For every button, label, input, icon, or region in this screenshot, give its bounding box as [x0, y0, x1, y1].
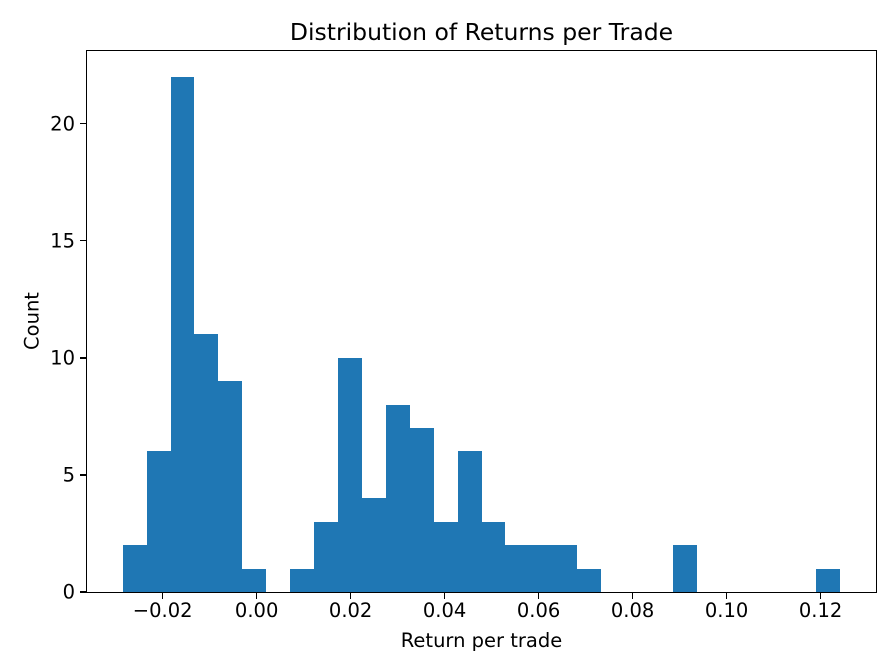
- y-tick-label: 20: [50, 111, 75, 135]
- chart-title: Distribution of Returns per Trade: [289, 18, 674, 46]
- histogram-bar: [482, 521, 505, 592]
- histogram-bar: [386, 404, 410, 592]
- bars-layer: [87, 51, 876, 592]
- x-tick-mark: [725, 592, 728, 599]
- histogram-bar: [290, 568, 314, 592]
- plot-area: −0.02 0.00 0.02 0.04 0.06 0.08 0.10 0.12 0 5 10 15 2…: [50, 49, 877, 620]
- histogram-bar: [147, 451, 171, 592]
- y-tick-mark: [80, 122, 87, 125]
- y-tick-mark: [80, 474, 87, 476]
- histogram-bar: [314, 521, 338, 592]
- histogram-bar: [338, 357, 362, 592]
- y-tick-mark: [80, 239, 87, 242]
- y-tick-label: 5: [62, 463, 75, 487]
- histogram-bar: [505, 545, 529, 592]
- y-tick-mark: [80, 357, 87, 359]
- x-tick-label: 0.10: [704, 599, 749, 622]
- histogram-bar: [458, 451, 482, 592]
- y-tick-label: 0: [62, 580, 75, 604]
- histogram-bar: [816, 568, 840, 592]
- histogram-bar: [123, 545, 147, 592]
- y-tick-label: 15: [50, 228, 75, 252]
- histogram-bar: [577, 568, 601, 592]
- x-tick-label: 0.12: [798, 599, 843, 622]
- x-tick-label: 0.04: [422, 599, 467, 622]
- histogram-bar: [410, 428, 434, 592]
- x-axis-label: Return per trade: [400, 629, 563, 652]
- x-tick-mark: [349, 592, 352, 599]
- y-axis-label: Count: [20, 292, 44, 350]
- x-tick-mark: [537, 592, 540, 599]
- histogram-bar: [194, 334, 218, 592]
- histogram-bar: [242, 568, 266, 592]
- y-tick-mark: [80, 591, 87, 593]
- histogram-bar: [673, 545, 697, 592]
- histogram-bar: [218, 381, 242, 592]
- histogram-bar: [171, 76, 194, 592]
- x-tick-mark: [255, 592, 258, 599]
- x-tick-mark: [819, 592, 822, 599]
- x-tick-mark: [161, 592, 164, 599]
- histogram-bar: [529, 545, 553, 592]
- x-tick-mark: [443, 592, 446, 599]
- histogram-bar: [362, 498, 386, 592]
- x-tick-label: 0.02: [328, 599, 373, 622]
- x-tick-mark: [631, 592, 634, 599]
- x-tick-label: −0.02: [132, 599, 193, 622]
- y-tick-label: 10: [50, 346, 75, 370]
- x-tick-label: 0.08: [610, 599, 655, 622]
- x-tick-label: 0.06: [516, 599, 561, 622]
- histogram-bar: [434, 521, 458, 592]
- histogram-bar: [553, 545, 577, 592]
- x-tick-label: 0.00: [234, 599, 279, 622]
